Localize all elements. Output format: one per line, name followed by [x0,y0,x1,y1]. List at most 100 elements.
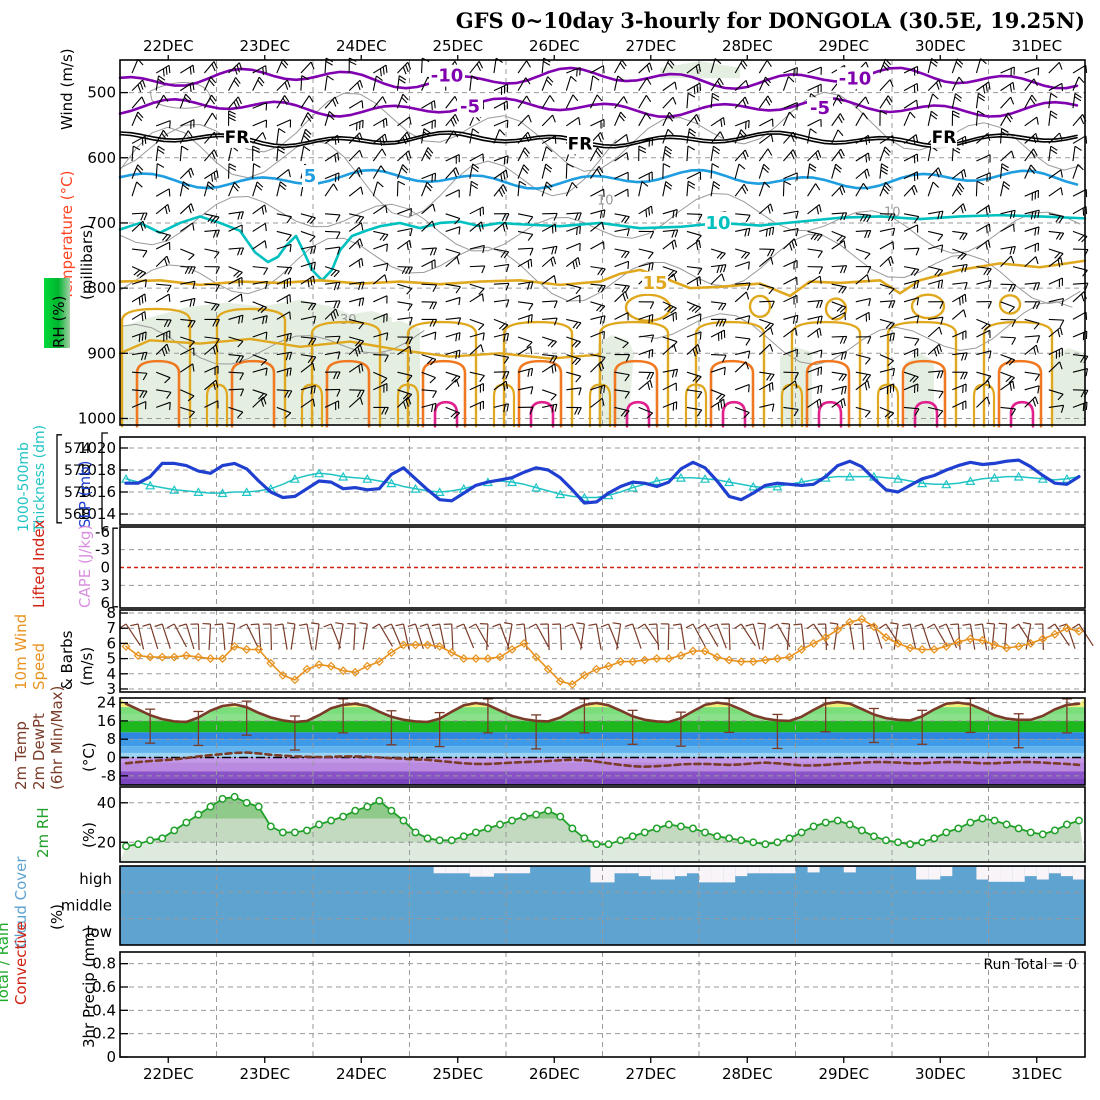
y-tick-label: 6 [100,594,110,612]
wind-barb [855,168,870,180]
wind-barb [445,371,461,383]
wind-barb [518,406,534,415]
wind-barb [276,95,290,109]
wind-barb [517,60,531,74]
wind-barb [831,129,844,144]
wind-barb-10m [853,623,865,650]
wind-barb [517,164,530,179]
wind-barb [155,330,171,342]
rh2m-marker [664,820,673,829]
wind-barb [1000,371,1015,384]
wind-barb [783,348,799,358]
isotherm-closed-loop [998,294,1022,315]
axis-label-cloud-pct: (%) [48,904,66,930]
wind-barb [1000,245,1016,255]
rh2m-marker [218,794,227,803]
rh-shade-region [1052,348,1085,424]
wind-barb [638,301,655,310]
wind-barb [228,182,240,197]
surface-bubble [997,359,1043,428]
thickness-marker [941,479,952,489]
wind-barb [1048,230,1065,241]
wind10m-marker [374,657,384,667]
wind-barb [855,248,871,260]
wind-barb [1000,96,1015,109]
wind-barb [445,332,461,342]
cloud-bar-high [928,867,941,880]
wind-barb [590,315,606,325]
wind-barb [903,111,916,127]
wind10m-marker [845,617,855,627]
wind-barb [156,283,172,293]
cloud-bar-high [1000,867,1013,882]
wind-barb [782,180,792,197]
wind-barb [879,406,895,419]
wind-barb [517,386,534,395]
rh2m-marker [1075,816,1083,825]
wind10m-marker [833,625,843,635]
wind-barb [759,248,775,257]
wind-barb [469,344,484,356]
wind-barb [445,113,460,127]
wind-barb [807,66,822,75]
cloud-bar-high [916,867,929,880]
wind-barb [807,128,817,144]
thickness-marker [289,473,300,483]
wind10m-marker [688,646,698,656]
wind-barb [783,314,799,324]
cloud-bar-high [699,867,712,883]
wind-barb [252,315,268,325]
wind-barb [179,130,193,144]
cloud-bar-high [771,867,784,874]
wind-barb [469,371,485,382]
wind-barb [614,213,630,224]
wind-barb [1000,318,1017,328]
wind-barb [228,96,242,110]
wind-barb [855,336,872,344]
cloud-grid [120,866,1085,945]
wind-barb [566,66,581,77]
wind10m-marker [1014,641,1024,651]
wind-barb [252,119,268,128]
wind-barb [855,406,871,418]
wind-barb [590,330,605,340]
axis-label-2m-rh: 2m RH [34,807,52,858]
wind-barb [180,266,196,275]
wind10m-marker [748,657,758,667]
wind-barb [517,346,533,356]
rh2m-marker [869,832,878,841]
surface-bubble [1009,400,1035,428]
wind-barb [855,311,870,322]
wind-barb [662,181,673,197]
wind-barb [421,147,434,162]
wind-barb [614,75,625,91]
wind-barb [132,389,148,399]
wind-barb [252,396,267,408]
wind-barb [469,283,485,295]
wind10m-marker [579,670,589,680]
wind10m-marker [290,675,300,685]
wind-barb [976,172,991,182]
wind-barb [903,315,920,324]
axis-label-ms: (m/s) [78,647,96,686]
wind-barb [1048,61,1063,74]
wind-barb [686,406,703,417]
axis-label-total-rain: Total / Rain [0,922,12,1006]
wind-barb [903,224,919,233]
wind-barb [734,183,749,197]
wind-barb [1072,205,1088,216]
wind-barb [180,280,196,289]
wind-barb [927,79,942,92]
wind-barb [807,266,824,275]
wind-barb [807,118,822,127]
axis-label-millibars: (millibars) [78,224,96,300]
wind-barb [783,294,798,305]
wind-barb [228,336,244,348]
thickness-marker [506,477,518,487]
surface-bubble [310,320,382,428]
wind-barb [614,133,629,144]
contour-label-grey-30: 30 [340,313,357,328]
date-tick-bottom: 27DEC [625,1065,676,1083]
wind-barb [180,318,196,328]
wind-barb [204,365,219,376]
